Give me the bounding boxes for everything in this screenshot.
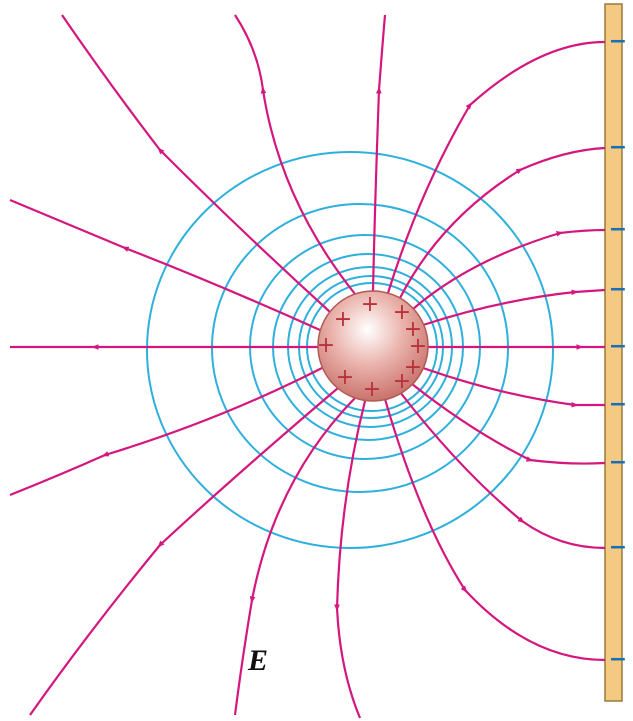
plus-sign: + [334, 307, 352, 332]
negative-charges: − − − − − − − − − [609, 29, 627, 672]
minus-sign: − [609, 535, 627, 560]
plus-sign: + [404, 317, 422, 342]
plate [604, 3, 623, 702]
minus-sign: − [609, 450, 627, 475]
minus-sign: − [609, 647, 627, 672]
field-label: E [247, 644, 268, 677]
minus-sign: − [609, 392, 627, 417]
positive-charges: + + + + + + + + + + [317, 292, 427, 402]
minus-sign: − [609, 334, 627, 359]
plus-sign: + [336, 365, 354, 390]
minus-sign: − [609, 135, 627, 160]
plus-sign: + [361, 292, 379, 317]
plus-sign: + [317, 333, 335, 358]
minus-sign: − [609, 29, 627, 54]
minus-sign: − [609, 277, 627, 302]
plus-sign: + [363, 377, 381, 402]
minus-sign: − [609, 217, 627, 242]
plus-sign: + [404, 355, 422, 380]
plus-sign: + [393, 300, 411, 325]
field-lines [9, 14, 606, 719]
plus-sign: + [393, 369, 411, 394]
plus-sign: + [409, 334, 427, 359]
charged-sphere [317, 290, 429, 402]
